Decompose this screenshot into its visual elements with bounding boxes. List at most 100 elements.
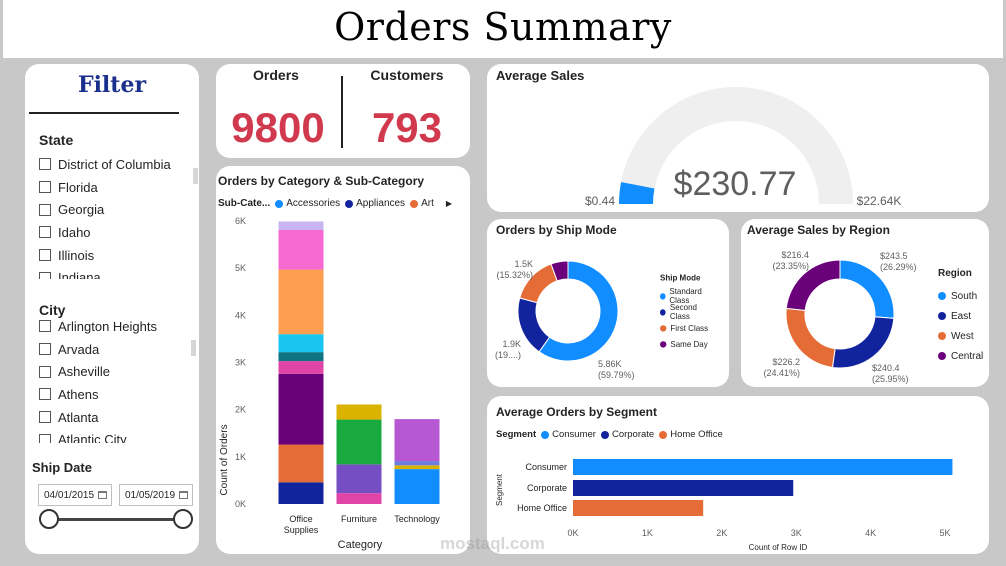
ship-slice[interactable] <box>517 297 551 353</box>
category-bar-segment[interactable] <box>336 464 382 494</box>
city-checkbox[interactable] <box>39 343 51 356</box>
category-bar-segment[interactable] <box>278 269 324 335</box>
ship-legend-item[interactable]: First Class <box>660 320 715 336</box>
category-y-tick: 5K <box>235 263 246 273</box>
ship-legend-item[interactable]: Second Class <box>660 304 715 321</box>
city-option[interactable]: Asheville <box>39 360 189 383</box>
category-bar-segment[interactable] <box>394 461 440 466</box>
category-bar-segment[interactable] <box>336 419 382 465</box>
city-checkbox[interactable] <box>39 433 51 443</box>
start-date-input[interactable]: 04/01/2015 <box>38 484 112 506</box>
city-option-label: Atlantic City <box>58 432 127 443</box>
ship-slice-label: 1.5K <box>514 259 533 269</box>
segment-bar[interactable] <box>573 459 953 475</box>
segment-y-tick: Home Office <box>517 503 567 513</box>
category-bar-segment[interactable] <box>394 469 440 504</box>
city-scrollbar[interactable] <box>191 340 196 356</box>
state-checkbox[interactable] <box>39 158 51 171</box>
ship-mode-card[interactable]: Orders by Ship Mode 5.86K (59.79%) 1.9K (19… <box>487 219 729 387</box>
state-option[interactable]: Florida <box>39 176 189 199</box>
ship-slice-percent: (19....) <box>495 350 521 360</box>
city-option-label: Atlanta <box>58 409 99 425</box>
category-bar-segment[interactable] <box>336 404 382 420</box>
category-bar-segment[interactable] <box>278 229 324 270</box>
legend-next-arrow-icon[interactable]: ▶ <box>445 199 452 208</box>
end-date-input[interactable]: 01/05/2019 <box>119 484 193 506</box>
region-legend-item[interactable]: West <box>938 326 983 346</box>
filter-panel: Filter State District of Columbia Florida… <box>25 64 199 554</box>
ship-slice-percent: (15.32%) <box>496 270 533 280</box>
ship-slice[interactable] <box>538 260 619 362</box>
ship-legend-item[interactable]: Same Day <box>660 336 715 352</box>
category-bar-segment[interactable] <box>278 352 324 362</box>
category-bar-segment[interactable] <box>278 221 324 230</box>
city-option[interactable]: Atlanta <box>39 406 189 429</box>
date-range-track[interactable] <box>49 518 185 521</box>
category-x-axis-title: Category <box>338 539 383 551</box>
city-option[interactable]: Arvada <box>39 338 189 361</box>
segment-bar[interactable] <box>573 500 704 516</box>
category-bar-segment[interactable] <box>394 465 440 470</box>
state-checkbox[interactable] <box>39 181 51 194</box>
segment-card[interactable]: Average Orders by Segment Segment Consum… <box>487 396 989 554</box>
city-checkbox[interactable] <box>39 365 51 378</box>
region-slice-label: $226.2 <box>772 357 800 367</box>
ship-legend-item[interactable]: Standard Class <box>660 288 715 305</box>
state-checkbox[interactable] <box>39 271 51 279</box>
region-legend-item[interactable]: East <box>938 306 983 326</box>
category-bar-segment[interactable] <box>278 482 324 504</box>
state-scrollbar[interactable] <box>193 168 198 184</box>
city-option[interactable]: Arlington Heights <box>39 315 189 338</box>
segment-legend-title: Segment <box>496 429 537 440</box>
state-checkbox[interactable] <box>39 203 51 216</box>
state-option-label: District of Columbia <box>58 156 171 172</box>
filter-title: Filter <box>77 72 147 98</box>
legend-label-accessories: Accessories <box>286 198 341 209</box>
region-card[interactable]: Average Sales by Region $243.5 (26.29%) $2… <box>741 219 989 387</box>
city-checkbox[interactable] <box>39 320 51 333</box>
category-bar-segment[interactable] <box>278 334 324 353</box>
state-option[interactable]: Idaho <box>39 221 189 244</box>
city-option-label: Athens <box>58 386 99 402</box>
segment-x-axis-title: Count of Row ID <box>749 543 808 552</box>
region-slice[interactable] <box>831 316 895 369</box>
gauge-max-label: $22.64K <box>857 194 902 208</box>
state-option-label: Indiana <box>58 270 101 279</box>
state-option[interactable]: Georgia <box>39 198 189 221</box>
ship-slice[interactable] <box>550 260 569 282</box>
average-sales-card[interactable]: Average Sales $230.77 $0.44 $22.64K <box>487 64 989 212</box>
city-checkbox[interactable] <box>39 388 51 401</box>
state-option[interactable]: District of Columbia <box>39 153 189 176</box>
category-bar-segment[interactable] <box>336 493 382 504</box>
state-slicer-list: District of Columbia Florida Georgia Idaho I… <box>39 153 189 279</box>
segment-bar[interactable] <box>573 480 794 496</box>
ship-mode-donut-chart: 5.86K(59.79%) 1.9K(19....) 1.5K(15.32%) <box>495 259 635 380</box>
state-option[interactable]: Indiana <box>39 266 189 279</box>
category-bar-segment[interactable] <box>394 419 440 462</box>
city-option[interactable]: Athens <box>39 383 189 406</box>
segment-y-tick: Corporate <box>527 483 567 493</box>
state-checkbox[interactable] <box>39 226 51 239</box>
calendar-icon[interactable] <box>98 491 107 499</box>
segment-x-tick: 2K <box>716 528 727 538</box>
category-bar-segment[interactable] <box>278 361 324 374</box>
category-chart-card[interactable]: Orders by Category & Sub-Category Sub-Ca… <box>216 166 470 554</box>
category-bar-segment[interactable] <box>278 373 324 445</box>
page-title: Orders Summary <box>334 5 672 49</box>
state-option[interactable]: Illinois <box>39 244 189 267</box>
region-legend-item[interactable]: Central <box>938 346 983 366</box>
calendar-icon[interactable] <box>179 491 188 499</box>
legend-dot-art <box>410 199 419 208</box>
region-legend-item[interactable]: South <box>938 286 983 306</box>
region-legend-label: West <box>951 330 974 342</box>
state-checkbox[interactable] <box>39 249 51 262</box>
city-option[interactable]: Atlantic City <box>39 428 189 443</box>
legend-label-corporate: Corporate <box>611 429 655 440</box>
region-slice[interactable] <box>785 259 841 311</box>
date-range-start-handle[interactable] <box>39 509 59 529</box>
date-range-end-handle[interactable] <box>173 509 193 529</box>
category-bar-segment[interactable] <box>278 444 324 483</box>
city-checkbox[interactable] <box>39 411 51 424</box>
city-slicer-list: Arlington Heights Arvada Asheville Athens At… <box>39 315 189 443</box>
ship-slice-percent: (59.79%) <box>598 370 635 380</box>
